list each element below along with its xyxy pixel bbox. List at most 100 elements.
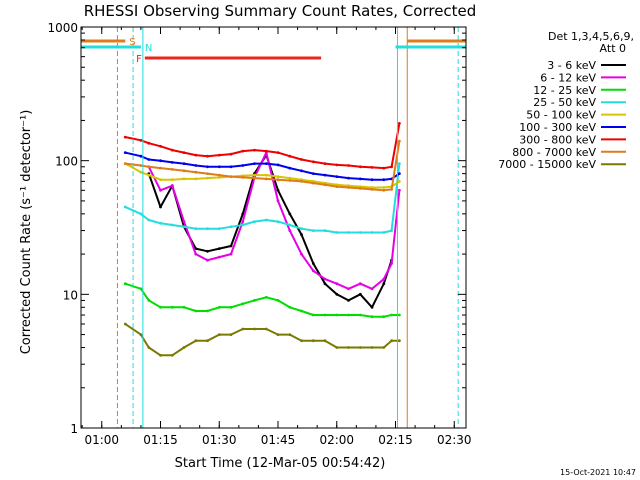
data-point: [229, 333, 233, 336]
legend-label-0: 3 - 6 keV: [547, 59, 596, 72]
data-point: [347, 346, 350, 349]
series-line-2: [124, 282, 400, 318]
data-point: [335, 185, 339, 189]
data-point: [139, 287, 143, 291]
data-point: [194, 252, 198, 256]
data-point: [217, 153, 221, 157]
axis-layer: 01:00 01:15 01:30 01:45 02:00 02:15 02:30 1 10 10…: [47, 21, 471, 447]
data-point: [139, 212, 143, 216]
data-point: [370, 178, 374, 182]
x-tick-label-1: 01:15: [143, 433, 178, 447]
data-point: [358, 165, 362, 169]
data-point: [159, 144, 162, 148]
chart-title: RHESSI Observing Summary Count Rates, Co…: [84, 2, 477, 20]
data-point: [276, 299, 280, 302]
data-point: [147, 173, 151, 177]
legend-label-2: 12 - 25 keV: [533, 84, 596, 97]
data-point: [382, 166, 386, 170]
data-point: [323, 282, 327, 286]
data-point: [300, 339, 303, 343]
data-point: [147, 299, 151, 302]
data-point: [382, 346, 386, 349]
data-point: [159, 188, 162, 192]
data-point: [288, 223, 292, 227]
data-point: [206, 176, 209, 180]
data-point: [123, 151, 127, 155]
data-point: [182, 151, 186, 155]
data-point: [382, 178, 386, 182]
data-point: [398, 139, 401, 143]
legend-label-3: 25 - 50 keV: [533, 96, 596, 109]
series-layer: [123, 122, 401, 357]
data-point: [229, 165, 233, 169]
y-tick-label-1: 10: [63, 288, 78, 302]
data-point: [288, 176, 292, 180]
data-point: [194, 177, 198, 181]
data-point: [170, 353, 174, 357]
data-point: [288, 212, 292, 216]
data-point: [347, 231, 350, 234]
data-point: [123, 205, 127, 209]
data-point: [139, 154, 143, 158]
data-point: [253, 176, 256, 180]
flag-layer: SNF: [81, 37, 466, 65]
data-point: [382, 315, 386, 319]
data-point: [217, 227, 221, 231]
flag-label-F: F: [136, 54, 142, 65]
data-point: [323, 277, 327, 281]
data-point: [182, 162, 186, 166]
data-point: [264, 149, 268, 153]
data-point: [335, 282, 339, 286]
series-3: [123, 162, 401, 234]
series-6: [123, 122, 401, 170]
data-point: [398, 180, 401, 183]
data-point: [253, 220, 256, 224]
data-point: [335, 163, 339, 167]
data-point: [370, 346, 374, 349]
data-point: [276, 199, 280, 203]
data-point: [241, 220, 245, 224]
data-point: [390, 165, 393, 169]
data-point: [311, 269, 315, 273]
data-point: [123, 162, 127, 166]
data-point: [300, 252, 303, 256]
y-tick-label-3: 1000: [47, 21, 78, 35]
legend-attenuator: Att 0: [600, 42, 626, 55]
data-point: [390, 229, 393, 233]
data-point: [264, 218, 268, 222]
data-point: [323, 173, 327, 177]
data-point: [159, 178, 162, 182]
y-tick-label-0: 1: [70, 422, 78, 436]
data-point: [300, 180, 303, 183]
data-point: [335, 346, 339, 349]
data-point: [217, 305, 221, 309]
data-point: [194, 309, 198, 313]
data-point: [206, 172, 209, 176]
data-point: [382, 188, 386, 192]
data-point: [323, 313, 327, 317]
data-point: [241, 164, 245, 167]
data-point: [194, 164, 198, 167]
flag-label-N: N: [145, 43, 152, 54]
series-2: [123, 282, 401, 319]
y-tick-label-2: 100: [55, 155, 78, 169]
series-5: [123, 151, 401, 182]
data-point: [123, 282, 127, 286]
data-point: [382, 277, 386, 281]
data-point: [311, 229, 315, 233]
data-point: [370, 305, 374, 309]
data-point: [139, 170, 143, 174]
data-point: [398, 162, 401, 166]
data-point: [347, 186, 350, 189]
data-point: [217, 333, 221, 336]
data-point: [241, 176, 245, 179]
data-point: [370, 231, 374, 234]
data-point: [206, 309, 209, 313]
data-point: [311, 262, 315, 265]
data-point: [323, 229, 327, 233]
data-point: [398, 313, 401, 317]
data-point: [253, 148, 256, 152]
series-8: [123, 322, 401, 357]
data-point: [229, 175, 233, 179]
